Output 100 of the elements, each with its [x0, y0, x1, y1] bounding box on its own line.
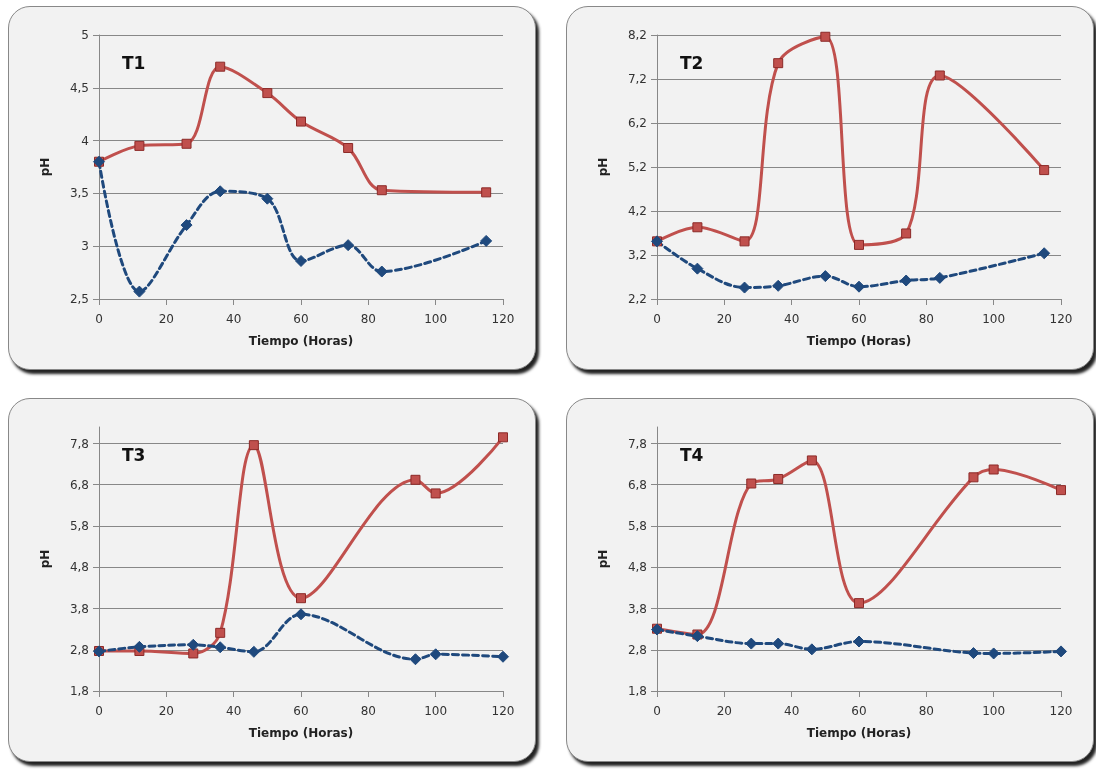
point	[854, 598, 864, 609]
y-tick-label: 1,8	[69, 684, 89, 698]
point	[739, 236, 750, 247]
point	[497, 650, 509, 663]
x-tick-label: 40	[226, 704, 242, 718]
y-tick-label: 2,2	[627, 292, 647, 306]
point	[854, 239, 864, 250]
point	[262, 88, 273, 99]
point	[342, 239, 355, 252]
y-tick-label: 3,2	[627, 248, 647, 262]
x-tick-label: 20	[158, 704, 174, 718]
y-tick-label: 7,8	[627, 436, 647, 451]
x-tick-label: 0	[95, 312, 103, 326]
y-tick-label: 4,8	[627, 560, 647, 575]
x-tick-label: 120	[1049, 704, 1073, 718]
point	[248, 440, 259, 451]
x-tick-label: 120	[1049, 312, 1073, 326]
point	[853, 635, 865, 648]
x-tick-label: 60	[293, 312, 309, 326]
x-tick-label: 0	[95, 704, 103, 718]
point	[296, 116, 306, 127]
point	[772, 637, 785, 650]
y-tick-label: 5	[81, 28, 89, 42]
y-tick-label: 6,2	[627, 116, 647, 130]
text: T2	[680, 52, 704, 73]
point	[773, 473, 784, 484]
y-tick-label: 3	[81, 239, 89, 254]
x-tick-label: 20	[158, 312, 174, 326]
x-tick-label: 40	[784, 312, 800, 326]
point	[215, 627, 226, 638]
point	[295, 254, 307, 267]
point	[430, 488, 441, 499]
x-tick-label: 20	[716, 312, 732, 326]
point	[133, 640, 146, 653]
point	[900, 274, 913, 287]
point	[296, 593, 306, 604]
point	[691, 262, 704, 275]
y-tick-label: 8,2	[627, 28, 647, 42]
x-tick-label: 40	[784, 704, 800, 718]
x-tick-label: 0	[653, 312, 661, 326]
y-tick-label: 5,8	[69, 519, 89, 533]
y-tick-label: 3,5	[69, 186, 89, 201]
x-tick-label: 0	[653, 704, 661, 718]
text: T1	[122, 52, 146, 73]
x-tick-label: 100	[982, 312, 1006, 326]
point	[134, 140, 145, 151]
x-tick-label: 60	[851, 704, 867, 718]
point	[853, 280, 865, 293]
y-tick-label: 3,8	[627, 601, 647, 616]
point	[375, 265, 388, 278]
y-tick-label: 4,2	[627, 204, 647, 218]
point	[819, 270, 832, 283]
y-tick-label: 5,2	[627, 160, 647, 174]
x-tick-label: 100	[424, 704, 448, 718]
y-tick-label: 7,2	[627, 72, 647, 86]
point	[806, 455, 817, 466]
x-tick-label: 80	[918, 704, 934, 718]
x-tick-label: 80	[360, 312, 376, 326]
y-tick-label: 2,5	[69, 292, 89, 306]
point	[343, 142, 354, 153]
point	[1055, 645, 1067, 658]
point	[481, 187, 492, 198]
point	[746, 478, 757, 489]
y-tick-label: 2,8	[69, 642, 89, 657]
point	[498, 432, 508, 443]
x-axis-title: Tiempo (Horas)	[248, 726, 354, 740]
y-axis-title: pH	[38, 157, 52, 177]
text: T4	[680, 444, 704, 465]
point	[133, 285, 146, 298]
x-axis-title: Tiempo (Horas)	[806, 334, 912, 348]
point	[181, 138, 192, 149]
x-axis-title: Tiempo (Horas)	[806, 726, 912, 740]
x-tick-label: 120	[491, 704, 515, 718]
point	[214, 641, 227, 654]
y-tick-label: 6,8	[69, 477, 89, 492]
point	[1056, 485, 1066, 496]
y-tick-label: 5,8	[627, 519, 647, 533]
y-tick-label: 4,5	[69, 80, 89, 95]
y-tick-label: 2,8	[627, 642, 647, 657]
point	[188, 648, 199, 659]
point	[968, 472, 979, 483]
point	[692, 222, 703, 233]
text: T3	[122, 444, 146, 465]
point	[934, 70, 945, 81]
x-tick-label: 100	[424, 312, 448, 326]
point	[1038, 247, 1051, 260]
point	[1039, 165, 1050, 176]
point	[410, 474, 421, 485]
point	[261, 192, 274, 205]
y-tick-label: 1,8	[627, 684, 647, 698]
y-axis-title: pH	[38, 549, 52, 569]
y-tick-label: 4,8	[69, 560, 89, 575]
point	[988, 464, 999, 475]
point	[180, 219, 193, 232]
y-tick-label: 7,8	[69, 436, 89, 451]
y-tick-label: 3,8	[69, 601, 89, 616]
point	[933, 271, 946, 284]
y-axis-title: pH	[596, 549, 610, 569]
y-tick-label: 6,8	[627, 477, 647, 492]
point	[901, 228, 912, 239]
